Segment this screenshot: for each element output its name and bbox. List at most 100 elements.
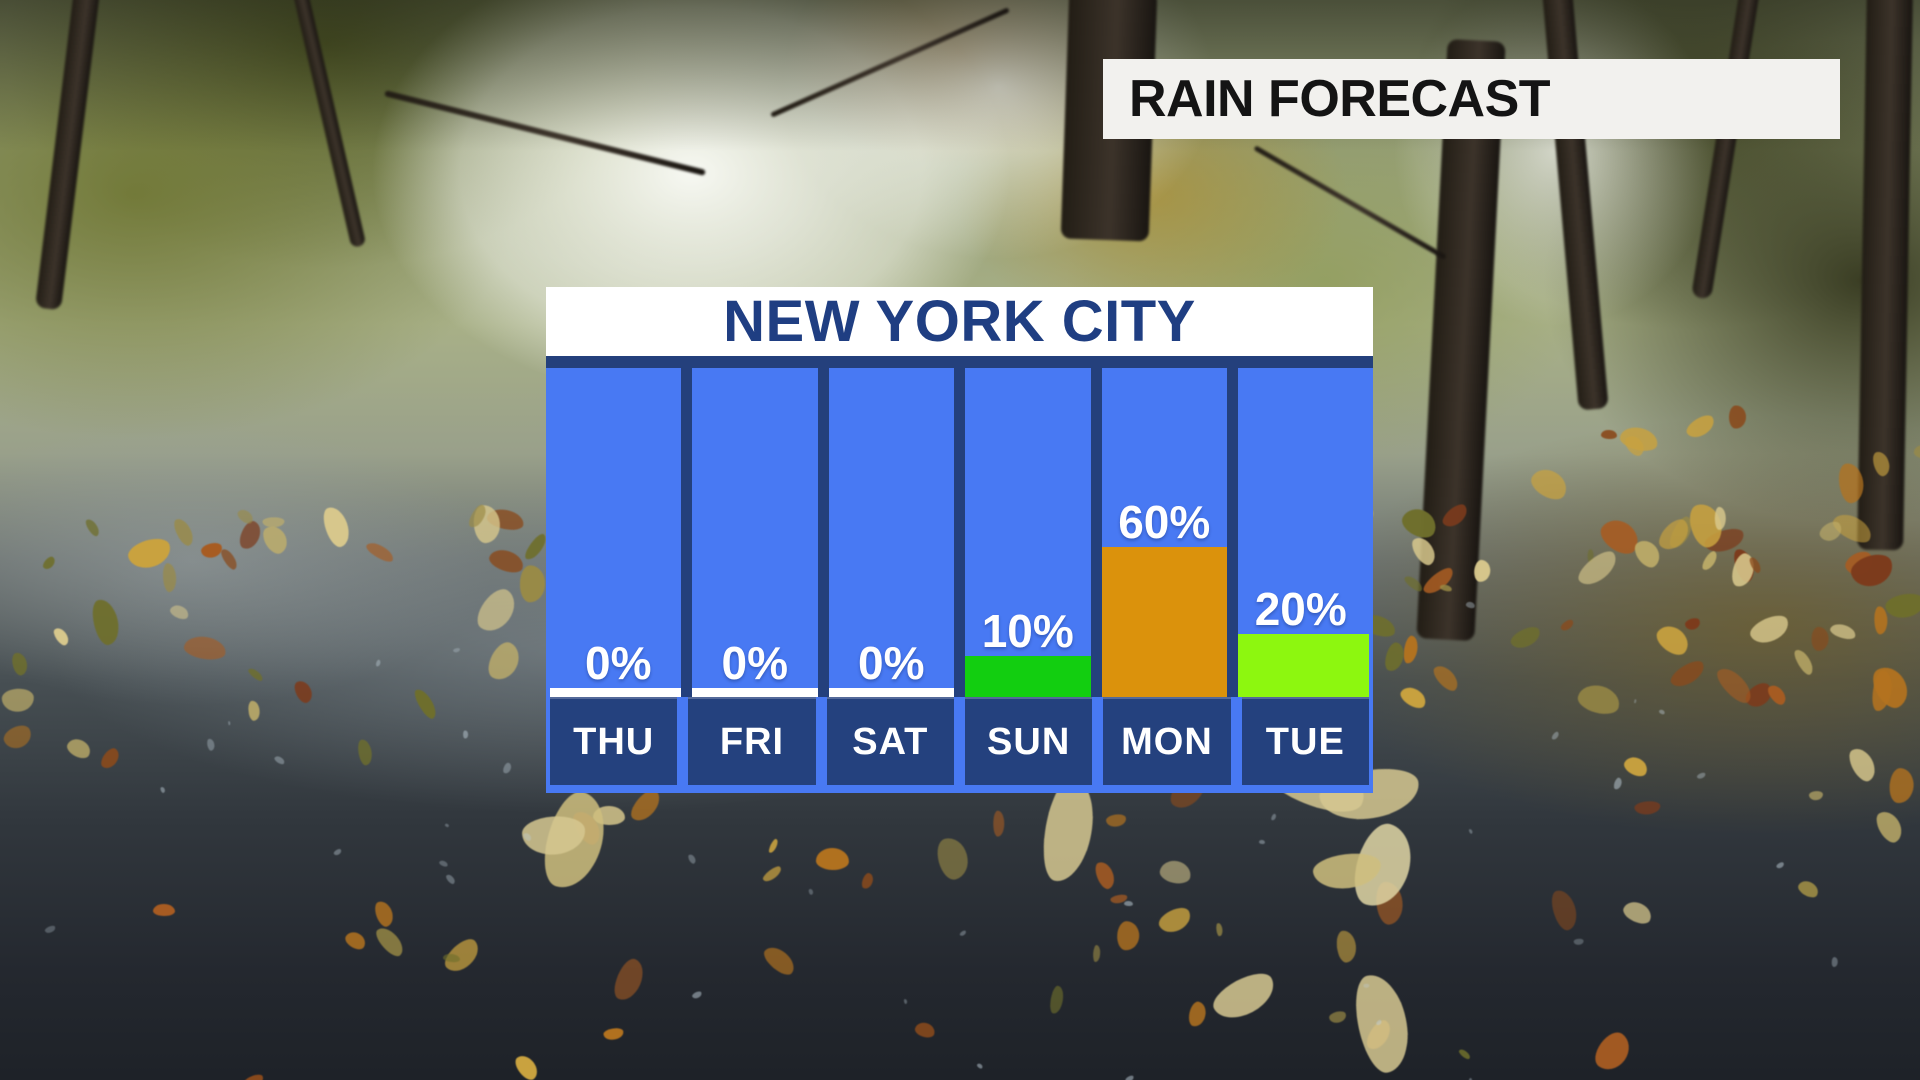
leaf (1558, 617, 1576, 633)
leaf (1870, 450, 1893, 478)
leaf (83, 517, 102, 539)
leaf (1363, 983, 1370, 988)
leaf (356, 738, 374, 767)
forecast-column-sat: 0% (823, 368, 965, 697)
leaf (1574, 938, 1585, 946)
leaf (521, 531, 550, 563)
rain-percent-label: 20% (1254, 582, 1347, 635)
leaf (1439, 500, 1472, 531)
rain-percent-label: 0% (585, 636, 652, 689)
leaf (1612, 776, 1624, 790)
city-title: NEW YORK CITY (546, 287, 1373, 356)
leaf (1667, 656, 1709, 692)
leaf (1696, 771, 1707, 780)
rain-percent-label: 0% (858, 636, 925, 689)
leaf (411, 685, 440, 721)
leaf (1158, 858, 1193, 887)
leaf (1888, 767, 1916, 805)
leaf (1551, 730, 1561, 742)
rain-bar (686, 688, 823, 697)
leaf (1116, 921, 1140, 952)
leaf (691, 989, 704, 1000)
leaf (686, 853, 698, 866)
leaf (1430, 661, 1463, 695)
leaf (219, 546, 240, 571)
leaf (1397, 683, 1430, 712)
leaf (1465, 601, 1476, 609)
leaf (903, 998, 909, 1005)
leaf (241, 1072, 266, 1080)
leaf (808, 888, 815, 896)
leaf (609, 956, 649, 1005)
leaf (1683, 411, 1718, 442)
leaf (1575, 681, 1623, 718)
leaf (1792, 646, 1817, 678)
leaf (1092, 859, 1118, 891)
rain-bar (1096, 547, 1233, 697)
leaf (471, 583, 523, 638)
leaf (452, 646, 461, 653)
leaf (1348, 969, 1417, 1076)
leaf (1527, 463, 1572, 505)
leaf (1548, 886, 1582, 933)
leaf (463, 730, 469, 739)
leaf (258, 522, 292, 558)
leaf (1700, 548, 1720, 573)
chart-columns: 0% 0% 0% 10% 60% (550, 368, 1369, 697)
leaf (1, 687, 35, 713)
title-divider (546, 356, 1373, 368)
forecast-panel: NEW YORK CITY 0% 0% 0% 10% (546, 287, 1373, 793)
leaf (1620, 897, 1655, 928)
leaf (1457, 1047, 1472, 1061)
leaf (1811, 626, 1830, 651)
leaf (246, 666, 265, 683)
leaf (1633, 698, 1637, 704)
leaf (444, 872, 457, 886)
leaf (363, 539, 396, 566)
day-label-sat: SAT (826, 697, 954, 785)
day-label-mon: MON (1103, 697, 1231, 785)
forecast-column-sun: 10% (959, 368, 1101, 697)
leaf (1, 722, 36, 753)
day-label-thu: THU (550, 697, 678, 785)
leaf (483, 637, 525, 685)
leaf (227, 721, 231, 726)
leaf (247, 700, 261, 722)
leaf (860, 872, 876, 890)
rain-bar (959, 656, 1096, 697)
leaf (1729, 405, 1747, 429)
rain-percent-label: 0% (721, 636, 788, 689)
leaf (502, 762, 513, 775)
leaf (1258, 839, 1266, 845)
leaf (1398, 502, 1442, 543)
day-label-fri: FRI (688, 697, 816, 785)
forecast-column-thu: 0% (550, 368, 692, 697)
leaf (603, 1026, 625, 1041)
leaf (1621, 753, 1651, 780)
leaf (9, 650, 29, 677)
leaf (1913, 443, 1920, 460)
leaf (1507, 623, 1543, 653)
leaf (1216, 923, 1224, 937)
leaf (1683, 616, 1702, 632)
leaf (486, 546, 526, 577)
leaf (1845, 744, 1881, 786)
leaf (913, 1020, 938, 1040)
leaf (511, 1051, 543, 1080)
leaf (342, 929, 368, 953)
leaf (1124, 1074, 1135, 1080)
rain-percent-label: 10% (981, 604, 1074, 657)
leaf (1402, 635, 1420, 665)
leaf (1618, 424, 1661, 455)
leaf (52, 625, 72, 647)
leaf (98, 745, 123, 773)
leaf (767, 838, 780, 855)
leaf (1747, 610, 1794, 648)
leaf (206, 737, 216, 751)
leaf (1123, 900, 1134, 907)
forecast-column-fri: 0% (686, 368, 828, 697)
leaf (815, 847, 850, 871)
rain-bar (823, 688, 960, 697)
leaf (1573, 546, 1622, 592)
